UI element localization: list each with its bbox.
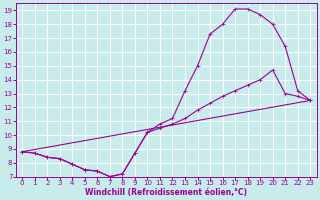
X-axis label: Windchill (Refroidissement éolien,°C): Windchill (Refroidissement éolien,°C): [85, 188, 247, 197]
